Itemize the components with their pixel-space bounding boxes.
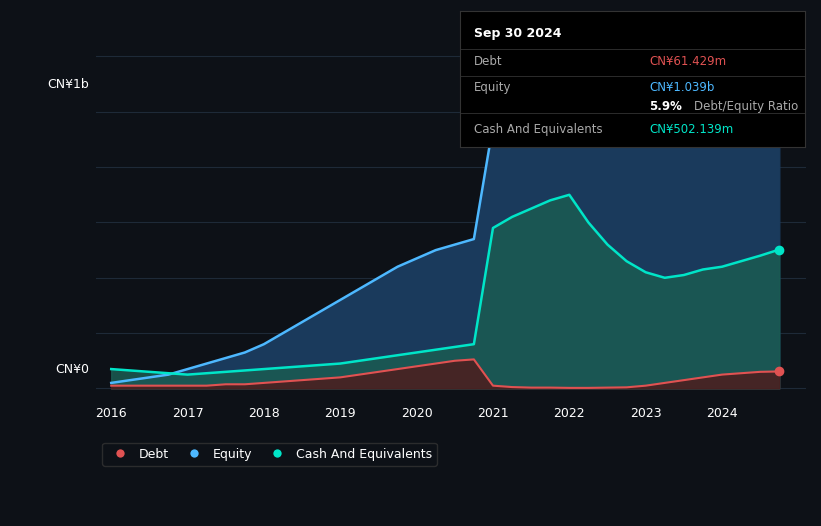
Text: CN¥61.429m: CN¥61.429m [649, 55, 727, 68]
Text: 5.9%: 5.9% [649, 100, 682, 113]
Text: Cash And Equivalents: Cash And Equivalents [474, 123, 602, 136]
Text: CN¥1.039b: CN¥1.039b [649, 80, 715, 94]
Text: CN¥502.139m: CN¥502.139m [649, 123, 734, 136]
Text: CN¥0: CN¥0 [55, 363, 89, 376]
Text: Debt: Debt [474, 55, 502, 68]
Text: Equity: Equity [474, 80, 511, 94]
Text: Sep 30 2024: Sep 30 2024 [474, 27, 561, 40]
Text: Debt/Equity Ratio: Debt/Equity Ratio [695, 100, 799, 113]
Legend: Debt, Equity, Cash And Equivalents: Debt, Equity, Cash And Equivalents [102, 443, 437, 466]
Text: CN¥1b: CN¥1b [47, 78, 89, 91]
